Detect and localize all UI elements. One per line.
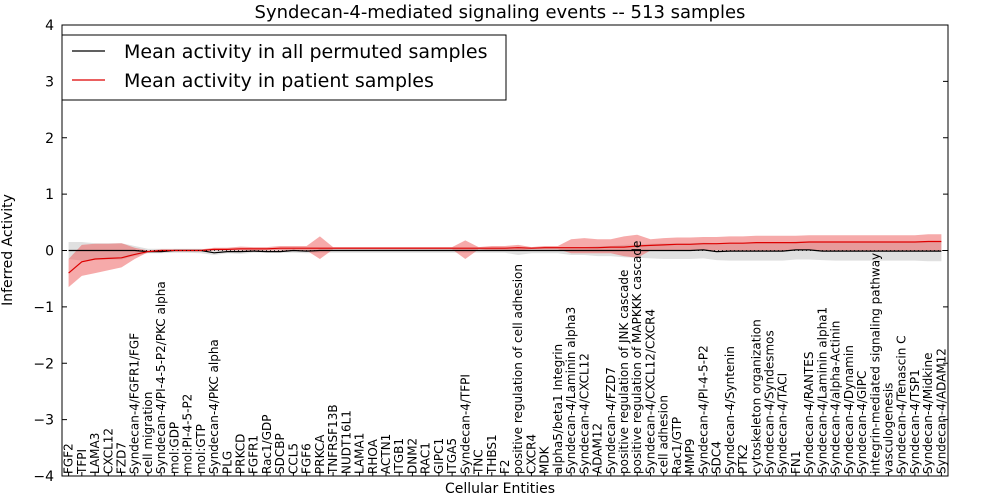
x-tick-label: ADAM12 <box>591 423 605 474</box>
x-tick-label: FGF2 <box>62 443 76 474</box>
x-tick-label: PTK2 <box>736 444 750 474</box>
y-tick-label: −1 <box>33 300 54 316</box>
x-tick-label: Syndecan-4/CXCL12/CXCR4 <box>643 309 657 474</box>
x-tick-label: TNFRSF13B <box>326 404 340 475</box>
y-tick-label: −2 <box>33 356 54 372</box>
x-tick-label: Syndecan-4/Dynamin <box>842 345 856 474</box>
x-tick-label: alpha5/beta1 Integrin <box>551 344 565 474</box>
x-tick-label: F2 <box>498 459 512 474</box>
x-tick-label: Syndecan-4/PI-4-5-P2 <box>696 345 710 474</box>
x-tick-label: Syndecan-4/TACI <box>776 373 790 474</box>
y-tick-label: 0 <box>45 244 54 260</box>
patient-mean-line <box>68 240 942 274</box>
x-tick-label: Syndecan-4/Syntenin <box>723 346 737 474</box>
x-tick-label: ITGB1 <box>392 438 406 474</box>
x-tick-label: GIPC1 <box>432 438 446 474</box>
confidence-bands <box>68 234 942 288</box>
legend-label-permuted: Mean activity in all permuted samples <box>124 41 487 63</box>
x-tick-label: integrin-mediated signaling pathway <box>868 253 882 474</box>
x-tick-label: CCL5 <box>286 443 300 474</box>
x-tick-label: positive regulation of JNK cascade <box>617 270 631 474</box>
x-tick-label: MDK <box>538 445 552 474</box>
x-tick-label: Syndecan-4/alpha-Actinin <box>829 321 843 474</box>
permuted-mean-line <box>68 249 942 254</box>
x-tick-label: FGF6 <box>300 443 314 474</box>
x-tick-label: Syndecan-4/Syndesmos <box>762 330 776 474</box>
x-tick-label: Syndecan-4/PI-4-5-P2/PKC alpha <box>154 281 168 474</box>
x-tick-label: ITGA5 <box>445 438 459 474</box>
x-tick-label: mol:PI-4-5-P2 <box>181 394 195 474</box>
x-tick-label: NUDT16L1 <box>339 410 353 474</box>
y-axis-title: Inferred Activity <box>0 194 16 306</box>
x-tick-label: PRKCD <box>234 434 248 474</box>
y-tick-label: −3 <box>33 413 54 429</box>
x-tick-label: FGFR1 <box>247 435 261 474</box>
legend: Mean activity in all permuted samples Me… <box>61 34 507 101</box>
x-tick-label: LAMA3 <box>88 433 102 474</box>
x-tick-label: cytoskeleton organization <box>749 319 763 474</box>
x-tick-label: THBS1 <box>485 434 499 475</box>
x-tick-label: PLG <box>220 451 234 474</box>
chart-title: Syndecan-4-mediated signaling events -- … <box>255 2 746 23</box>
y-tick-label: 1 <box>45 187 54 203</box>
x-tick-label: Syndecan-4/PKC alpha <box>207 339 221 474</box>
x-tick-label: positive regulation of MAPKKK cascade <box>630 241 644 474</box>
x-tick-label: Syndecan-4/TSP1 <box>908 369 922 474</box>
x-tick-label: TFPI <box>75 449 89 475</box>
x-tick-label: Syndecan-4/Midkine <box>921 353 935 474</box>
x-tick-label: mol:GDP <box>167 422 181 474</box>
x-tick-label: mol:GTP <box>194 424 208 474</box>
y-tick-label: 2 <box>45 131 54 147</box>
x-tick-label: CXCL12 <box>101 428 115 474</box>
y-tick-label: 4 <box>45 18 54 34</box>
y-axis: −4 −3 −2 −1 0 1 2 3 4 <box>33 18 948 485</box>
x-tick-label: Syndecan-4/FZD7 <box>604 367 618 474</box>
x-tick-label: LAMA1 <box>353 433 367 474</box>
x-tick-label: positive regulation of cell adhesion <box>511 264 525 474</box>
x-tick-label: Syndecan-4/FGFR1/FGF <box>128 333 142 474</box>
x-tick-label: FN1 <box>789 450 803 474</box>
x-tick-label: Syndecan-4/CXCL12 <box>577 353 591 474</box>
x-tick-label: cell migration <box>141 392 155 474</box>
x-tick-label: PRKCA <box>313 434 327 474</box>
patient-confidence-band <box>68 234 942 288</box>
x-tick-label: FZD7 <box>115 442 129 474</box>
x-tick-label: Syndecan-4/ADAM12 <box>934 348 948 474</box>
x-tick-label: Syndecan-4/TFPI <box>458 374 472 474</box>
x-tick-label: Syndecan-4/Laminin alpha1 <box>815 307 829 474</box>
x-tick-label: Syndecan-4/RANTES <box>802 352 816 474</box>
x-tick-label: Syndecan-4/Laminin alpha3 <box>564 307 578 474</box>
x-tick-label: vasculogenesis <box>881 383 895 474</box>
x-tick-label: Syndecan-4/Tenascin C <box>895 335 909 474</box>
x-tick-label: RAC1 <box>419 442 433 474</box>
y-tick-label: −4 <box>33 469 54 485</box>
legend-box <box>61 34 507 101</box>
x-tick-label: MMP9 <box>683 438 697 474</box>
x-tick-label: Syndecan-4/GIPC <box>855 371 869 474</box>
x-tick-labels: FGF2 TFPI LAMA3 CXCL12 FZD7 Syndecan-4/FGFR1/… <box>62 241 948 476</box>
x-tick-label: cell adhesion <box>657 395 671 474</box>
x-tick-label: DNM2 <box>405 438 419 474</box>
legend-label-patient: Mean activity in patient samples <box>124 70 434 92</box>
x-tick-label: SDC4 <box>710 441 724 474</box>
x-tick-label: Rac1/GTP <box>670 417 684 474</box>
x-tick-label: TNC <box>472 449 486 475</box>
x-tick-label: RHOA <box>366 438 380 474</box>
x-tick-label: CXCR4 <box>524 434 538 474</box>
series-lines <box>62 240 948 274</box>
x-tick-label: Rac1/GDP <box>260 415 274 474</box>
y-tick-label: 3 <box>45 74 54 90</box>
x-tick-label: ACTN1 <box>379 434 393 474</box>
x-axis-title: Cellular Entities <box>445 481 555 497</box>
x-tick-label: SDCBP <box>273 433 287 474</box>
